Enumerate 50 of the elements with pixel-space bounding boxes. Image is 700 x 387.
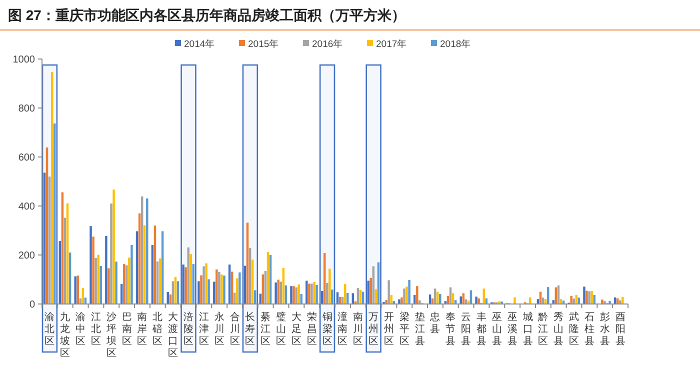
x-tick-label: 垫江县 — [414, 311, 425, 347]
x-tick-label: 秀山县 — [554, 311, 564, 347]
x-tick-label: 荣昌区 — [306, 311, 317, 347]
x-tick-label: 永川区 — [214, 311, 224, 347]
legend-label: 2018年 — [440, 38, 472, 50]
chart-title: 图 27：重庆市功能区内各区县历年商品房竣工面积（万平方米） — [8, 7, 406, 23]
x-tick-label: 合川区 — [230, 311, 240, 347]
y-tick-label: 400 — [18, 202, 36, 212]
x-tick-label: 奉节县 — [446, 312, 456, 347]
x-tick-label: 璧山区 — [276, 311, 286, 347]
x-tick-label: 武隆区 — [569, 311, 580, 347]
x-tick-label: 渝北区 — [44, 311, 55, 347]
x-tick-label: 江津区 — [198, 311, 209, 347]
y-tick-label: 800 — [18, 104, 36, 114]
x-tick-label: 铜梁区 — [321, 312, 332, 347]
x-tick-label: 黔江区 — [537, 311, 548, 347]
legend-label: 2014年 — [184, 38, 216, 50]
x-tick-label: 云阳县 — [461, 312, 472, 347]
x-tick-label: 大足区 — [291, 311, 302, 347]
y-tick-label: 1000 — [12, 54, 36, 66]
legend-label: 2017年 — [376, 38, 408, 50]
x-tick-label: 九龙坡区 — [59, 311, 70, 359]
legend-label: 2016年 — [312, 38, 344, 50]
legend-label: 2015年 — [248, 38, 280, 50]
x-tick-label: 潼南区 — [338, 311, 348, 347]
x-tick-label: 沙坪坝区 — [105, 311, 116, 359]
x-tick-label: 石柱县 — [584, 312, 594, 347]
x-tick-label: 城口县 — [522, 311, 533, 347]
x-tick-label: 江北区 — [90, 311, 101, 347]
x-tick-label: 开州区 — [384, 312, 394, 347]
x-tick-label: 彭水县 — [600, 311, 610, 347]
x-tick-label: 长寿区 — [245, 311, 256, 347]
y-tick-label: 0 — [29, 300, 36, 310]
x-tick-label: 万州区 — [368, 312, 379, 347]
x-tick-label: 丰都县 — [476, 311, 486, 347]
x-tick-label: 巴南区 — [122, 312, 132, 347]
x-tick-label: 巫溪县 — [507, 312, 518, 347]
x-tick-label: 南川区 — [353, 311, 364, 347]
x-tick-label: 北碚区 — [152, 311, 163, 347]
x-tick-label: 巫山县 — [492, 312, 502, 347]
x-tick-label: 渝中区 — [76, 311, 86, 347]
x-tick-label: 綦江区 — [260, 311, 271, 347]
x-tick-label: 梁平区 — [399, 311, 410, 347]
x-tick-label: 涪陵区 — [184, 311, 194, 347]
x-tick-label: 忠县 — [429, 311, 440, 335]
y-tick-label: 600 — [18, 152, 36, 164]
x-tick-label: 南岸区 — [137, 311, 148, 347]
x-tick-label: 酉阳县 — [615, 312, 626, 347]
x-tick-label: 大渡口区 — [168, 311, 178, 359]
y-tick-label: 200 — [18, 250, 36, 262]
